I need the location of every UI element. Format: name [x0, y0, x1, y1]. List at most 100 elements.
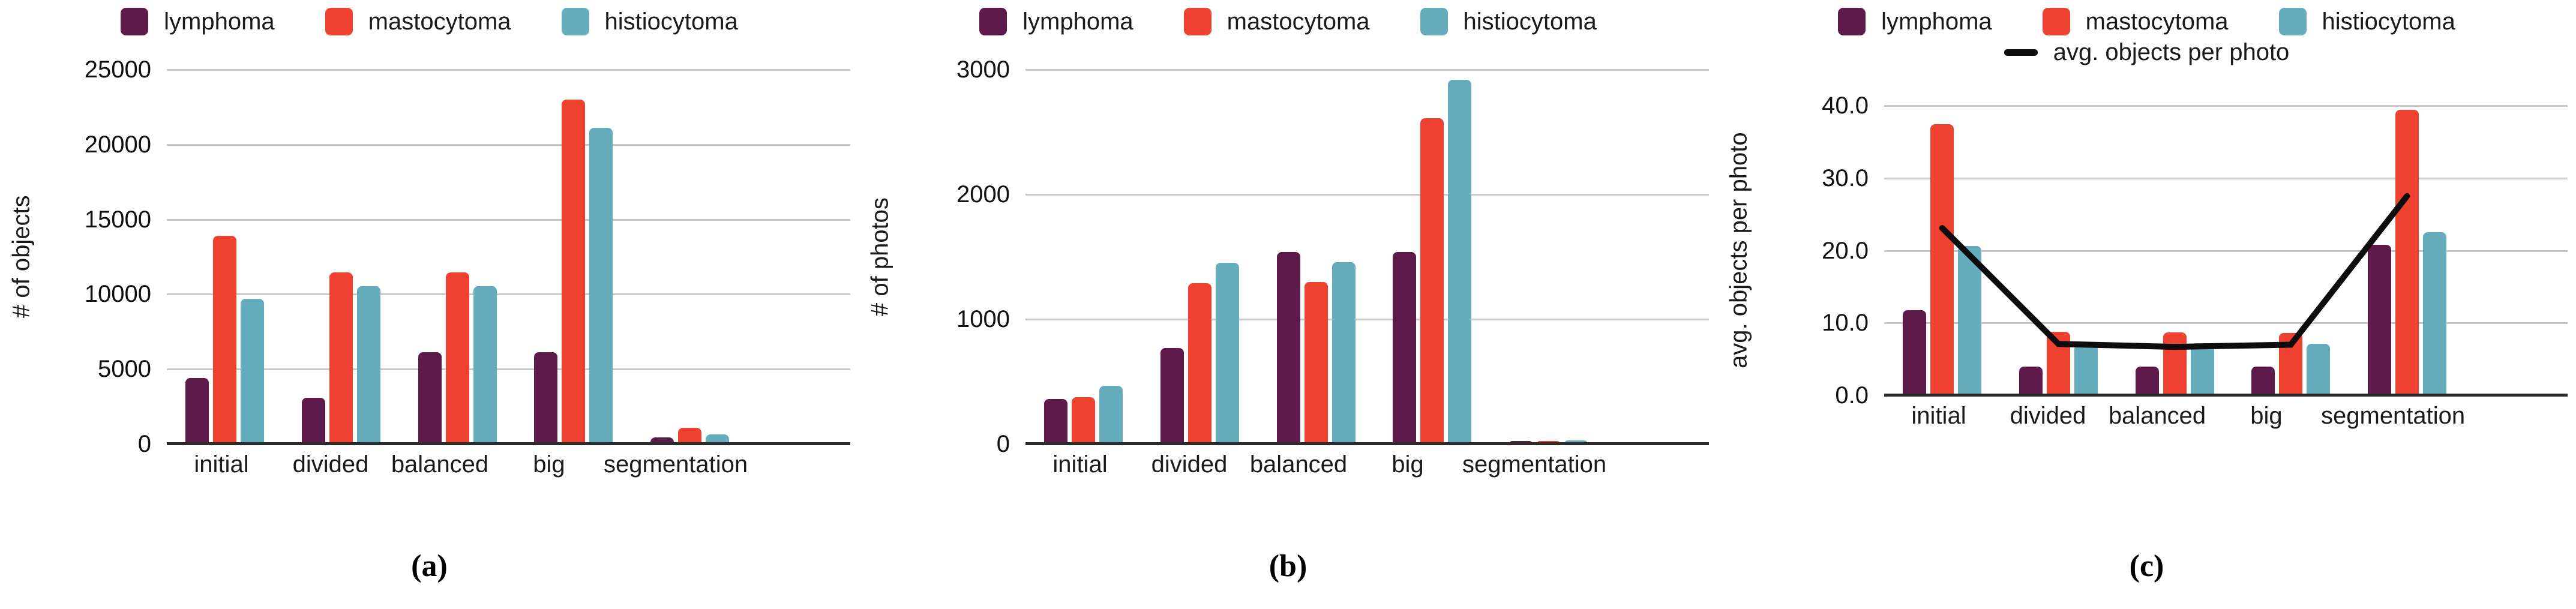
x-axis-line — [167, 442, 850, 445]
legend-label: mastocytoma — [1226, 8, 1370, 35]
bar-groups — [167, 70, 748, 444]
bar-group-segmentation — [1491, 70, 1607, 444]
bar-histiocytoma-divided — [356, 286, 380, 444]
legend-label: histiocytoma — [604, 8, 738, 35]
y-axis-ticks-b: 3000 2000 1000 0 — [902, 58, 1025, 456]
caption-c: (c) — [2129, 549, 2164, 583]
y-axis-label-c: avg. objects per photo — [1725, 132, 1752, 369]
mastocytoma-swatch-icon — [1183, 8, 1211, 35]
x-tick-label-balanced: balanced — [2108, 403, 2206, 429]
plot-area-c — [1884, 105, 2568, 397]
legend-label: lymphoma — [1881, 8, 1992, 35]
lymphoma-swatch-icon — [1838, 8, 1866, 35]
y-tick-label: 40.0 — [1822, 92, 1869, 119]
x-axis-labels-b: initial divided balanced big segmentation — [1025, 451, 1606, 482]
legend-line-row-c: avg. objects per photo — [1717, 39, 2576, 65]
x-tick-label-balanced: balanced — [1249, 451, 1348, 478]
legend-label: lymphoma — [164, 8, 275, 35]
bar-group-balanced — [2116, 106, 2233, 395]
legend-item-histiocytoma: histiocytoma — [1420, 8, 1597, 35]
legend-label: lymphoma — [1022, 8, 1133, 35]
bar-histiocytoma-big — [589, 128, 613, 444]
legend-label: mastocytoma — [368, 8, 511, 35]
y-axis-ticks-a: 25000 20000 15000 10000 5000 0 — [43, 58, 167, 456]
legend-item-mastocytoma: mastocytoma — [2042, 8, 2229, 35]
bar-group-initial — [167, 70, 283, 444]
legend-label: mastocytoma — [2085, 8, 2229, 35]
x-tick-label-initial: initial — [1052, 451, 1108, 478]
y-tick-label: 0 — [996, 431, 1010, 457]
caption-b: (b) — [1268, 549, 1308, 583]
histiocytoma-swatch-icon — [2278, 8, 2307, 35]
bar-histiocytoma-balanced — [1332, 262, 1356, 444]
bar-group-big — [515, 70, 632, 444]
y-tick-label: 25000 — [84, 56, 151, 83]
x-tick-label-divided: divided — [2010, 403, 2086, 429]
x-tick-label-big: big — [533, 451, 565, 478]
legend-a: lymphoma mastocytoma histiocytoma — [0, 7, 859, 36]
gridline — [1884, 177, 2568, 179]
gridline — [167, 218, 850, 221]
legend-item-mastocytoma: mastocytoma — [1183, 8, 1370, 35]
y-tick-label: 3000 — [956, 56, 1010, 83]
y-axis-ticks-c: 40.0 30.0 20.0 10.0 0.0 — [1761, 94, 1884, 407]
bar-group-balanced — [1258, 70, 1374, 444]
legend-label: histiocytoma — [2322, 8, 2455, 35]
bar-lymphoma-big — [534, 352, 558, 444]
bar-mastocytoma-balanced — [445, 272, 469, 444]
x-tick-label-initial: initial — [1911, 403, 1966, 429]
bar-histiocytoma-balanced — [473, 286, 497, 444]
bar-lymphoma-segmentation — [2367, 244, 2391, 395]
bar-lymphoma-balanced — [418, 352, 442, 444]
bar-lymphoma-balanced — [1276, 251, 1300, 444]
bar-histiocytoma-initial — [1958, 246, 1982, 395]
legend-c: lymphoma mastocytoma histiocytoma — [1717, 7, 2576, 36]
bar-mastocytoma-balanced — [1304, 281, 1328, 444]
gridline — [1884, 322, 2568, 325]
caption-a: (a) — [411, 549, 448, 583]
y-tick-label: 10000 — [84, 281, 151, 308]
bar-histiocytoma-divided — [2074, 344, 2098, 395]
y-tick-label: 20000 — [84, 131, 151, 158]
bar-histiocytoma-segmentation — [1564, 440, 1588, 444]
chart-c: avg. objects per photo 40.0 30.0 20.0 10.0 0… — [1717, 94, 2568, 434]
bar-mastocytoma-initial — [213, 236, 237, 444]
x-tick-label-big: big — [1392, 451, 1424, 478]
y-tick-label: 10.0 — [1822, 310, 1869, 337]
bar-histiocytoma-big — [2307, 344, 2331, 395]
gridline — [167, 69, 850, 71]
gridline — [1884, 250, 2568, 252]
lymphoma-swatch-icon — [121, 8, 149, 35]
bar-lymphoma-initial — [1044, 399, 1068, 444]
y-tick-label: 20.0 — [1822, 237, 1869, 264]
bar-lymphoma-initial — [1903, 310, 1927, 395]
y-axis-label-a: # of objects — [8, 195, 35, 319]
bar-group-divided — [283, 70, 400, 444]
gridline — [1884, 105, 2568, 107]
bar-histiocytoma-initial — [1099, 386, 1123, 444]
avg-line-swatch — [2004, 49, 2038, 56]
y-tick-label: 15000 — [84, 206, 151, 233]
y-tick-label: 0 — [137, 431, 151, 457]
bar-histiocytoma-balanced — [2190, 343, 2214, 395]
bar-histiocytoma-big — [1448, 79, 1472, 444]
x-tick-label-big: big — [2250, 403, 2283, 429]
y-tick-label: 2000 — [956, 181, 1010, 208]
gridline — [1025, 319, 1709, 320]
bar-mastocytoma-segmentation — [677, 428, 701, 444]
bar-histiocytoma-divided — [1215, 263, 1239, 444]
bar-group-segmentation — [2349, 106, 2466, 395]
chart-b: # of photos 3000 2000 1000 0 initial divided… — [859, 58, 1709, 482]
gridline — [167, 143, 850, 146]
y-tick-label: 30.0 — [1822, 164, 1869, 191]
x-tick-label-divided: divided — [1151, 451, 1228, 478]
bar-mastocytoma-initial — [1072, 397, 1096, 444]
chart-panel-a: lymphoma mastocytoma histiocytoma # of obj… — [0, 0, 859, 609]
x-tick-label-segmentation: segmentation — [1462, 451, 1607, 478]
bar-groups — [1884, 106, 2465, 395]
legend-label: histiocytoma — [1463, 8, 1597, 35]
bar-mastocytoma-segmentation — [2395, 110, 2419, 395]
bar-mastocytoma-initial — [1930, 124, 1954, 395]
y-axis-label-b: # of photos — [866, 197, 893, 316]
